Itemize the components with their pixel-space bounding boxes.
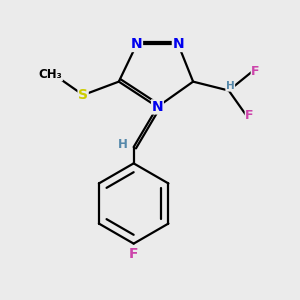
Text: F: F xyxy=(245,109,254,122)
Text: H: H xyxy=(118,138,128,151)
Text: N: N xyxy=(131,38,142,52)
Text: F: F xyxy=(251,65,260,78)
Text: N: N xyxy=(152,100,163,114)
Text: S: S xyxy=(78,88,88,102)
Text: N: N xyxy=(172,38,184,52)
Text: F: F xyxy=(129,247,138,261)
Text: CH₃: CH₃ xyxy=(39,68,62,81)
Text: H: H xyxy=(226,81,235,91)
